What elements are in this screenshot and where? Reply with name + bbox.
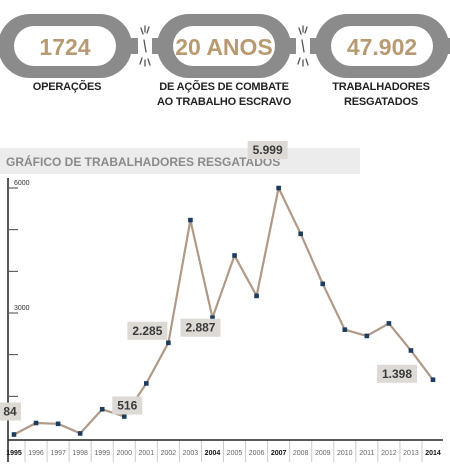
value-callout: 2.285 [127,321,168,340]
data-point [55,421,61,427]
x-tick-label: 1998 [72,450,88,457]
data-point [144,381,149,386]
data-point [276,185,281,191]
value-label: 5.999 [253,143,283,157]
data-point [11,432,17,437]
y-tick-label: 3000 [14,305,30,312]
value-label: 1.398 [382,367,412,381]
x-tick-label: 2002 [161,450,177,457]
data-point [210,315,215,321]
value-label: 84 [3,405,17,419]
stat-caption-operations: OPERAÇÕES [0,80,142,95]
stat-caption-line: AO TRABALHO ESCRAVO [156,96,292,108]
data-point [188,217,193,223]
stat-caption-line: TRABALHADORES [332,81,430,93]
data-point [166,340,171,346]
x-tick-label: 2003 [183,450,199,457]
data-point [121,414,127,419]
x-tick-label: 2010 [337,450,353,457]
stat-link-inner [14,26,116,66]
data-point [33,420,39,426]
x-tick-label: 1996 [28,450,44,457]
x-tick-label: 2000 [116,450,132,457]
data-point [232,253,237,258]
stat-link-inner [173,26,275,66]
stat-value-years: 20 ANOS [175,34,273,60]
x-tick-label: 2007 [271,450,287,457]
series-line [13,186,434,436]
value-callout: 2.887 [180,318,221,337]
x-tick-label: 1995 [6,450,22,457]
value-label: 516 [117,399,137,413]
stat-value-rescued: 47.902 [347,34,417,60]
x-tick-label: 1997 [50,450,66,457]
chart-title: GRÁFICO DE TRABALHADORES RESGATADOS [6,154,280,169]
x-tick-label: 2006 [249,450,265,457]
x-tick-label: 2011 [359,450,374,457]
value-callout: 5.999 [247,141,288,160]
data-point [408,348,414,353]
data-point [77,431,83,436]
stat-caption-line: OPERAÇÕES [32,81,102,93]
value-label: 2.887 [185,321,215,335]
spark-icon [297,25,309,67]
spark-icon [139,25,151,67]
stat-link-inner [331,26,433,66]
x-tick-label: 2008 [293,450,309,457]
data-point [320,281,326,287]
stat-caption-line: RESGATADOS [344,96,418,108]
data-point [430,377,436,383]
data-point [386,321,392,326]
x-tick-label: 2012 [381,450,397,457]
stat-caption-line: DE AÇÕES DE COMBATE [159,81,289,93]
data-point [254,293,259,299]
data-point [99,406,105,412]
data-point [364,333,370,339]
x-tick-label: 2005 [227,450,243,457]
x-tick-label: 2013 [403,450,419,457]
data-point [298,231,303,237]
x-tick-label: 2001 [139,450,155,457]
chain-banner: 1724 20 ANOS 47.902 [0,14,450,78]
x-tick-label: 1999 [94,450,110,457]
data-point [342,327,348,332]
value-callout: 516 [112,396,143,415]
x-tick-label: 2014 [425,450,441,457]
value-callout: 84 [0,402,21,421]
x-tick-label: 2009 [315,450,331,457]
line-chart: GRÁFICO DE TRABALHADORES RESGATADOS 6000 3… [0,141,443,462]
stat-caption-rescued: TRABALHADORES RESGATADOS [306,80,450,110]
value-callout: 1.398 [377,364,417,383]
value-label: 2.285 [132,324,162,338]
chart-title-banner [0,148,360,174]
stat-value-operations: 1724 [39,34,90,60]
stat-caption-years: DE AÇÕES DE COMBATE AO TRABALHO ESCRAVO [149,80,299,110]
x-tick-label: 2004 [205,450,221,457]
y-tick-label: 6000 [14,180,30,187]
